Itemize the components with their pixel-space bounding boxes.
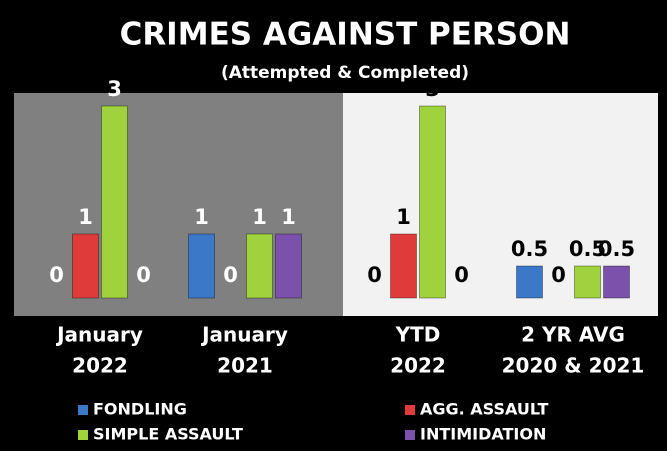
- x-tick-label: 2 YR AVG: [521, 323, 625, 347]
- data-label: 0: [49, 263, 64, 287]
- bar: [574, 265, 601, 299]
- data-label: 0: [367, 263, 382, 287]
- bar: [188, 233, 215, 299]
- bar: [390, 233, 417, 299]
- legend-label: INTIMIDATION: [420, 425, 546, 444]
- x-tick-label: 2022: [72, 354, 128, 378]
- bar: [419, 105, 446, 299]
- data-label: 0: [223, 263, 238, 287]
- bar: [516, 265, 543, 299]
- legend-label: FONDLING: [93, 400, 187, 419]
- x-tick-label: YTD: [395, 323, 441, 347]
- x-tick-label: 2020 & 2021: [502, 354, 645, 378]
- x-tick-label: January: [55, 323, 143, 347]
- chart-title: CRIMES AGAINST PERSON: [120, 17, 571, 53]
- data-label: 3: [107, 77, 122, 101]
- bar: [101, 105, 128, 299]
- data-label: 0: [551, 263, 566, 287]
- legend-label: AGG. ASSAULT: [420, 400, 548, 419]
- legend-swatch: [405, 405, 415, 415]
- data-label: 1: [396, 205, 411, 229]
- legend-swatch: [405, 430, 415, 440]
- bar: [603, 265, 630, 299]
- data-label: 0.5: [598, 237, 635, 261]
- chart-subtitle: (Attempted & Completed): [221, 63, 469, 83]
- data-label: 1: [194, 205, 209, 229]
- bar: [246, 233, 273, 299]
- x-tick-label: 2021: [217, 354, 273, 378]
- data-label: 0.5: [569, 237, 606, 261]
- data-label: 1: [281, 205, 296, 229]
- data-label: 1: [78, 205, 93, 229]
- legend-label: SIMPLE ASSAULT: [93, 425, 243, 444]
- legend-swatch: [78, 405, 88, 415]
- data-label: 1: [252, 205, 267, 229]
- data-label: 0.5: [511, 237, 548, 261]
- data-label: 0: [454, 263, 469, 287]
- x-tick-label: January: [200, 323, 288, 347]
- data-label: 3: [425, 77, 440, 101]
- x-tick-label: 2022: [390, 354, 446, 378]
- bar: [72, 233, 99, 299]
- bar: [275, 233, 302, 299]
- data-label: 0: [136, 263, 151, 287]
- legend-swatch: [78, 430, 88, 440]
